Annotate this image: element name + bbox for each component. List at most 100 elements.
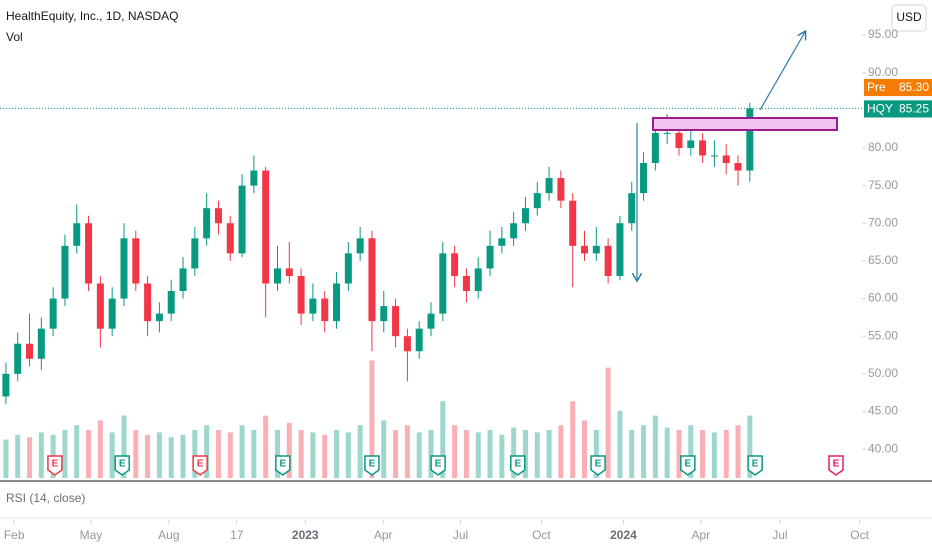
- candle-body: [73, 223, 81, 246]
- volume-bar: [735, 425, 741, 478]
- candle-body: [167, 291, 175, 314]
- x-tick-label: 2024: [610, 528, 637, 542]
- candle-body: [14, 343, 22, 374]
- volume-bar: [86, 430, 92, 478]
- x-tick-label: Aug: [158, 528, 179, 542]
- volume-bar: [15, 434, 21, 478]
- badge-name: Pre: [867, 80, 886, 94]
- candle-body: [462, 275, 470, 292]
- y-tick-label: 75.00: [868, 178, 898, 192]
- volume-bar: [97, 420, 103, 478]
- currency-label[interactable]: USD: [896, 10, 922, 24]
- candle-body: [510, 223, 518, 239]
- volume-bar: [629, 430, 635, 478]
- earnings-marker: [47, 455, 63, 476]
- volume-bar: [605, 367, 611, 478]
- volume-bar: [192, 430, 198, 478]
- price-badge: [864, 79, 932, 97]
- plot-area: Feb May Aug 17 2023 Apr Jul Oct 2024 Apr Jul Oct E E E…: [0, 34, 870, 542]
- volume-bar: [286, 422, 292, 478]
- x-tick-label: Oct: [850, 528, 869, 542]
- candle-body: [120, 238, 128, 299]
- volume-bar: [204, 425, 210, 478]
- indicator-label: RSI (14, close): [6, 491, 85, 505]
- volume-bar: [487, 430, 493, 478]
- candle-body: [203, 208, 211, 239]
- x-tick-label: Jul: [453, 528, 468, 542]
- volume-bar: [145, 434, 151, 478]
- candle-body: [415, 328, 423, 352]
- volume-bar: [641, 425, 647, 478]
- volume-bar: [511, 427, 517, 478]
- volume-bar: [534, 432, 540, 478]
- candle-body: [250, 170, 258, 186]
- candle-body: [403, 336, 411, 352]
- earnings-marker: [430, 455, 446, 476]
- badge-name: HQY: [867, 102, 893, 116]
- earnings-label: E: [833, 459, 840, 470]
- y-tick-label: 40.00: [868, 441, 898, 455]
- y-tick-label: 80.00: [868, 140, 898, 154]
- candle-body: [427, 313, 435, 329]
- candle-body: [108, 298, 116, 329]
- volume-bar: [546, 430, 552, 478]
- candle-body: [592, 245, 600, 254]
- y-tick-label: 60.00: [868, 291, 898, 305]
- candle-body: [474, 268, 482, 292]
- volume-bar: [570, 401, 576, 478]
- candle-body: [628, 193, 636, 224]
- x-tick-label: Apr: [691, 528, 710, 542]
- volume-bar: [593, 430, 599, 478]
- y-tick-label: 95.00: [868, 27, 898, 41]
- earnings-marker: [747, 455, 763, 476]
- candle-body: [521, 208, 529, 224]
- volume-bar: [38, 432, 44, 478]
- earnings-marker: [275, 455, 291, 476]
- volume-bar: [215, 430, 221, 478]
- y-tick-label: 65.00: [868, 253, 898, 267]
- candle-body: [37, 328, 45, 359]
- earnings-marker: [510, 455, 526, 476]
- earnings-label: E: [684, 459, 691, 470]
- volume-bar: [322, 434, 328, 478]
- currency-button[interactable]: [891, 4, 927, 32]
- candle-body: [569, 200, 577, 246]
- volume-bar: [700, 430, 706, 478]
- volume-bar: [156, 432, 162, 478]
- volume-bar: [652, 415, 658, 478]
- candle-body: [144, 283, 152, 322]
- earnings-label: E: [52, 459, 59, 470]
- x-tick-label: Jul: [772, 528, 787, 542]
- earnings-label: E: [752, 459, 759, 470]
- earnings-marker: [114, 455, 130, 476]
- candle-body: [2, 373, 10, 397]
- candle-body: [604, 245, 612, 276]
- volume-bar: [251, 430, 257, 478]
- candle-body: [380, 306, 388, 322]
- candle-body: [214, 208, 222, 224]
- volume-bar: [558, 425, 564, 478]
- candle-body: [616, 223, 624, 276]
- volume-bar: [393, 430, 399, 478]
- candle-body: [96, 283, 104, 329]
- candle-body: [651, 132, 659, 164]
- candle-body: [687, 140, 695, 148]
- candle-body: [699, 140, 707, 156]
- earnings-marker: [590, 455, 606, 476]
- x-tick-label: 17: [230, 528, 244, 542]
- candle-body: [49, 298, 57, 329]
- x-tick-label: Oct: [532, 528, 551, 542]
- candle-body: [722, 155, 730, 164]
- badge-value: 85.30: [899, 80, 929, 94]
- candle-body: [273, 268, 281, 284]
- candle-body: [85, 223, 93, 284]
- candle-body: [392, 306, 400, 337]
- candle-body: [321, 298, 329, 322]
- price-badge: [864, 100, 932, 118]
- volume-bar: [369, 360, 375, 478]
- candle-body: [734, 163, 742, 171]
- candle-body: [309, 298, 317, 314]
- volume-label: Vol: [6, 30, 23, 44]
- volume-bar: [582, 420, 588, 478]
- candle-body: [557, 178, 565, 201]
